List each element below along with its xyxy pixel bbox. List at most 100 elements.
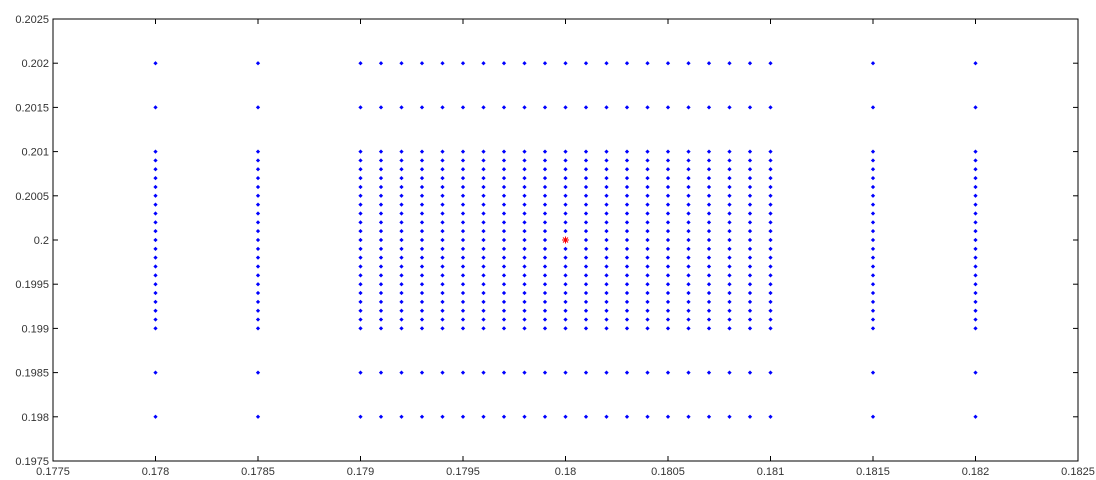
scatter-point <box>583 308 589 313</box>
x-tick-label: 0.179 <box>347 466 375 478</box>
scatter-point <box>727 370 732 375</box>
scatter-point <box>542 282 548 287</box>
scatter-point <box>358 202 363 207</box>
scatter-point <box>501 264 507 269</box>
scatter-point <box>522 308 527 313</box>
scatter-point <box>870 149 876 154</box>
scatter-point <box>583 220 589 225</box>
scatter-point <box>973 167 978 172</box>
scatter-point <box>501 175 507 181</box>
y-tick-labels: 0.1975 0.198 0.1985 0.199 0.1995 0.2 0.2005 0.2… <box>15 14 49 468</box>
scatter-point <box>727 299 732 305</box>
scatter-point <box>481 229 486 234</box>
scatter-point <box>563 273 568 278</box>
scatter-point <box>255 290 261 296</box>
scatter-point <box>768 193 773 198</box>
scatter-point <box>522 264 527 269</box>
scatter-point <box>624 149 630 154</box>
scatter-point <box>727 255 732 260</box>
scatter-point <box>542 167 548 172</box>
y-tick-label: 0.198 <box>21 412 49 424</box>
scatter-point <box>686 370 691 375</box>
scatter-point <box>440 255 445 260</box>
scatter-point <box>706 317 712 322</box>
scatter-point <box>419 175 425 181</box>
scatter-point <box>358 184 363 190</box>
scatter-point <box>973 414 978 419</box>
scatter-point <box>624 290 630 296</box>
scatter-point <box>460 290 466 296</box>
scatter-point <box>768 326 773 331</box>
scatter-point <box>624 370 630 375</box>
scatter-point <box>706 193 712 198</box>
scatter-point <box>440 273 445 278</box>
scatter-point <box>501 370 507 375</box>
scatter-point <box>255 167 261 172</box>
scatter-point <box>378 175 384 181</box>
scatter-point <box>255 264 261 269</box>
scatter-point <box>686 149 691 154</box>
scatter-point <box>665 317 671 322</box>
scatter-point <box>255 246 261 251</box>
scatter-point <box>665 184 671 190</box>
scatter-point <box>870 184 876 190</box>
scatter-point <box>481 264 486 269</box>
scatter-point <box>542 370 548 375</box>
scatter-point <box>460 246 466 251</box>
scatter-point <box>604 202 609 207</box>
scatter-point <box>153 299 158 305</box>
scatter-point <box>604 326 609 331</box>
scatter-point <box>747 158 753 163</box>
scatter-point <box>522 237 527 243</box>
y-tick-label: 0.202 <box>21 58 49 70</box>
scatter-point <box>153 158 158 163</box>
scatter-point <box>153 105 158 110</box>
scatter-point <box>440 299 445 305</box>
scatter-point <box>706 229 712 234</box>
scatter-point <box>358 246 363 251</box>
scatter-point <box>501 149 507 154</box>
scatter-point <box>583 193 589 198</box>
scatter-point <box>973 237 978 243</box>
scatter-point <box>255 299 261 305</box>
scatter-point <box>583 149 589 154</box>
scatter-point <box>973 202 978 207</box>
scatter-point <box>481 158 486 163</box>
scatter-point <box>501 273 507 278</box>
scatter-point <box>440 158 445 163</box>
scatter-point <box>563 220 568 225</box>
scatter-point <box>358 149 363 154</box>
scatter-point <box>583 184 589 190</box>
scatter-point <box>419 317 425 322</box>
scatter-point <box>501 308 507 313</box>
scatter-point <box>686 308 691 313</box>
scatter-point <box>481 175 486 181</box>
scatter-point <box>501 246 507 251</box>
scatter-point <box>604 255 609 260</box>
scatter-point <box>522 167 527 172</box>
scatter-point <box>419 237 425 243</box>
scatter-point <box>747 202 753 207</box>
scatter-point <box>153 308 158 313</box>
scatter-point <box>358 282 363 287</box>
scatter-point <box>747 317 753 322</box>
scatter-point <box>153 282 158 287</box>
scatter-point <box>686 229 691 234</box>
scatter-point <box>460 229 466 234</box>
scatter-point <box>542 175 548 181</box>
scatter-point <box>665 414 671 419</box>
scatter-point <box>501 229 507 234</box>
scatter-point <box>870 282 876 287</box>
scatter-point <box>542 299 548 305</box>
scatter-point <box>399 211 404 216</box>
scatter-point <box>378 290 384 296</box>
scatter-point <box>501 255 507 260</box>
scatter-point <box>563 414 568 419</box>
scatter-point <box>419 184 425 190</box>
scatter-point <box>542 414 548 419</box>
scatter-point <box>358 193 363 198</box>
scatter-point <box>501 158 507 163</box>
scatter-point <box>747 414 753 419</box>
scatter-point <box>727 317 732 322</box>
scatter-point <box>153 264 158 269</box>
